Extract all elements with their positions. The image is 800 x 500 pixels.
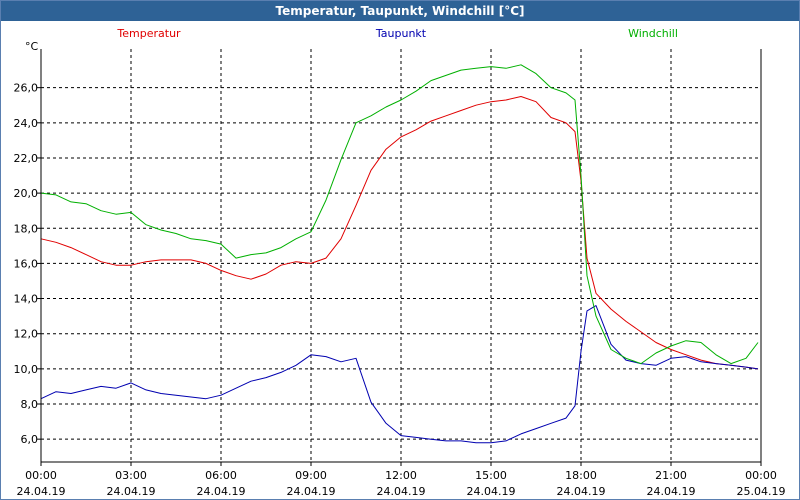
- x-tick-date: 24.04.19: [17, 485, 66, 498]
- x-tick-date: 24.04.19: [197, 485, 246, 498]
- x-tick-date: 24.04.19: [467, 485, 516, 498]
- x-tick-time: 18:00: [565, 469, 597, 482]
- y-tick-label: 10,0: [14, 363, 39, 376]
- y-tick-label: 8,0: [21, 398, 39, 411]
- x-tick-time: 12:00: [385, 469, 417, 482]
- x-tick-time: 00:00: [25, 469, 57, 482]
- y-axis-unit: °C: [25, 40, 39, 53]
- series-line-windchill: [40, 64, 759, 365]
- x-tick-time: 09:00: [295, 469, 327, 482]
- x-tick-time: 06:00: [205, 469, 237, 482]
- legend: Temperatur Taupunkt Windchill: [116, 27, 678, 40]
- y-tick-label: 26,0: [14, 82, 39, 95]
- y-tick-label: 6,0: [21, 433, 39, 446]
- x-tick-date: 24.04.19: [287, 485, 336, 498]
- x-tick-labels: 00:00 24.04.19 03:00 24.04.19 06:00 24.04.19 0…: [17, 469, 786, 498]
- y-tick-label: 18,0: [14, 222, 39, 235]
- gridlines: [37, 49, 762, 466]
- series-lines: [40, 64, 759, 444]
- legend-entry-temperatur: Temperatur: [116, 27, 181, 40]
- x-tick-date: 25.04.19: [737, 485, 786, 498]
- y-tick-label: 20,0: [14, 187, 39, 200]
- y-tick-label: 22,0: [14, 152, 39, 165]
- x-tick-time: 03:00: [115, 469, 147, 482]
- x-tick-time: 21:00: [655, 469, 687, 482]
- x-tick-date: 24.04.19: [647, 485, 696, 498]
- x-tick-date: 24.04.19: [557, 485, 606, 498]
- y-tick-label: 14,0: [14, 293, 39, 306]
- x-tick-date: 24.04.19: [377, 485, 426, 498]
- series-line-temperatur: [40, 96, 759, 370]
- y-tick-label: 12,0: [14, 328, 39, 341]
- x-tick-time: 15:00: [475, 469, 507, 482]
- x-tick-time: 00:00: [745, 469, 777, 482]
- x-tick-date: 24.04.19: [107, 485, 156, 498]
- legend-entry-windchill: Windchill: [628, 27, 678, 40]
- legend-entry-taupunkt: Taupunkt: [375, 27, 427, 40]
- y-tick-labels: 6,0 8,0 10,0 12,0 14,0 16,0 18,0 20,0 22,0 24,0 26…: [14, 82, 39, 446]
- y-tick-label: 16,0: [14, 257, 39, 270]
- chart-canvas: °C 6,0 8,0 10,0 12,0 14,0 16,0 18,0 20,0 22,0 24,…: [14, 27, 786, 498]
- y-tick-label: 24,0: [14, 117, 39, 130]
- chart-title: Temperatur, Taupunkt, Windchill [°C]: [1, 1, 799, 21]
- series-line-taupunkt: [40, 305, 759, 444]
